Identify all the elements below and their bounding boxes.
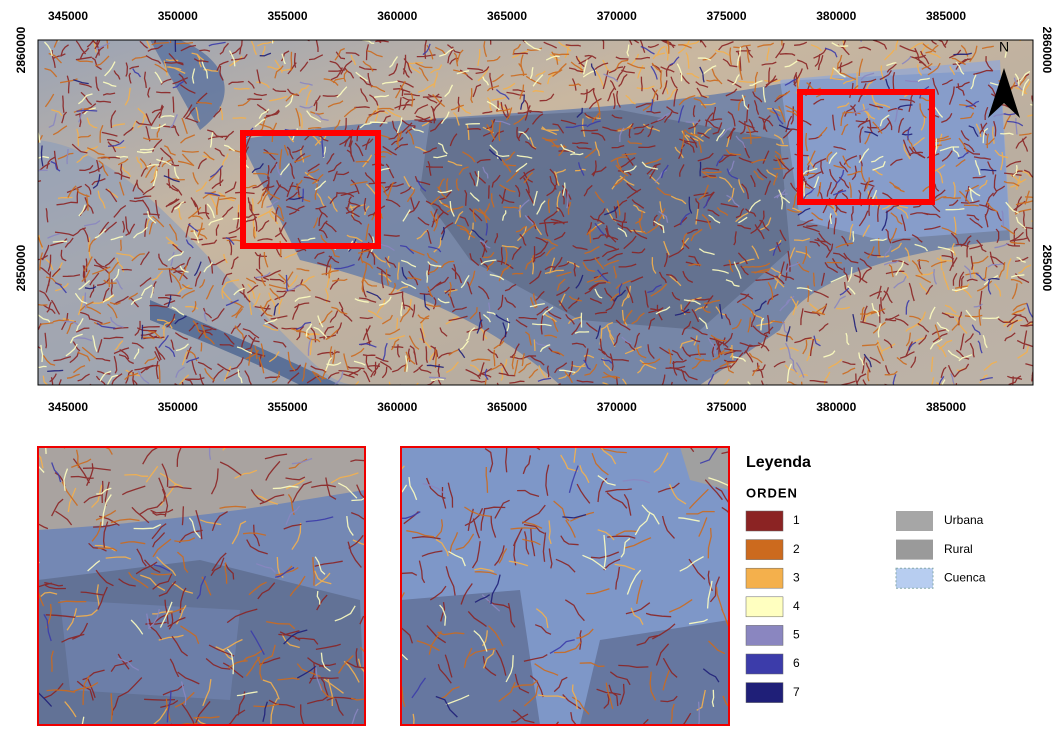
legend-swatch [746, 654, 783, 674]
legend-swatch [746, 597, 783, 617]
x-coordinate-label: 350000 [158, 400, 198, 414]
x-coordinate-label: 345000 [48, 400, 88, 414]
x-coordinate-label: 365000 [487, 400, 527, 414]
x-coordinate-label: 355000 [267, 400, 307, 414]
inset-map [379, 422, 750, 730]
x-coordinate-label: 360000 [377, 9, 417, 23]
x-coordinate-label: 380000 [816, 400, 856, 414]
legend-label: Urbana [944, 513, 984, 527]
y-coordinate-label: 2860000 [1040, 27, 1054, 74]
map-layout: N 34500034500035000035000035500035500036… [0, 0, 1060, 730]
north-label: N [999, 39, 1009, 55]
legend-label: 2 [793, 542, 800, 556]
legend-title: Leyenda [746, 454, 811, 471]
y-coordinate-label: 2850000 [14, 244, 28, 291]
legend-swatch [746, 540, 783, 560]
legend-label: 5 [793, 628, 800, 642]
legend-label: 4 [793, 599, 800, 613]
x-coordinate-label: 385000 [926, 400, 966, 414]
y-coordinate-label: 2860000 [14, 26, 28, 73]
y-coordinate-label: 2850000 [1040, 245, 1054, 292]
legend-swatch [896, 511, 933, 531]
legend-swatch [896, 568, 933, 588]
main-map [27, 24, 1046, 398]
legend-label: 3 [793, 570, 800, 584]
legend-label: 7 [793, 685, 800, 699]
x-coordinate-label: 365000 [487, 9, 527, 23]
x-coordinate-label: 375000 [706, 400, 746, 414]
x-coordinate-label: 380000 [816, 9, 856, 23]
legend-label: Cuenca [944, 570, 986, 584]
x-coordinate-label: 345000 [48, 9, 88, 23]
legend-subtitle: ORDEN [746, 485, 798, 500]
inset-map [21, 426, 381, 730]
legend-label: 6 [793, 656, 800, 670]
x-coordinate-label: 360000 [377, 400, 417, 414]
x-coordinate-label: 370000 [597, 9, 637, 23]
legend-swatch [746, 568, 783, 588]
legend-swatch [746, 683, 783, 703]
x-coordinate-label: 355000 [267, 9, 307, 23]
x-coordinate-label: 385000 [926, 9, 966, 23]
legend-swatch [746, 625, 783, 645]
legend-label: Rural [944, 542, 973, 556]
x-coordinate-label: 375000 [706, 9, 746, 23]
legend-swatch [896, 540, 933, 560]
legend-label: 1 [793, 513, 800, 527]
x-coordinate-label: 350000 [158, 9, 198, 23]
legend-swatch [746, 511, 783, 531]
x-coordinate-label: 370000 [597, 400, 637, 414]
